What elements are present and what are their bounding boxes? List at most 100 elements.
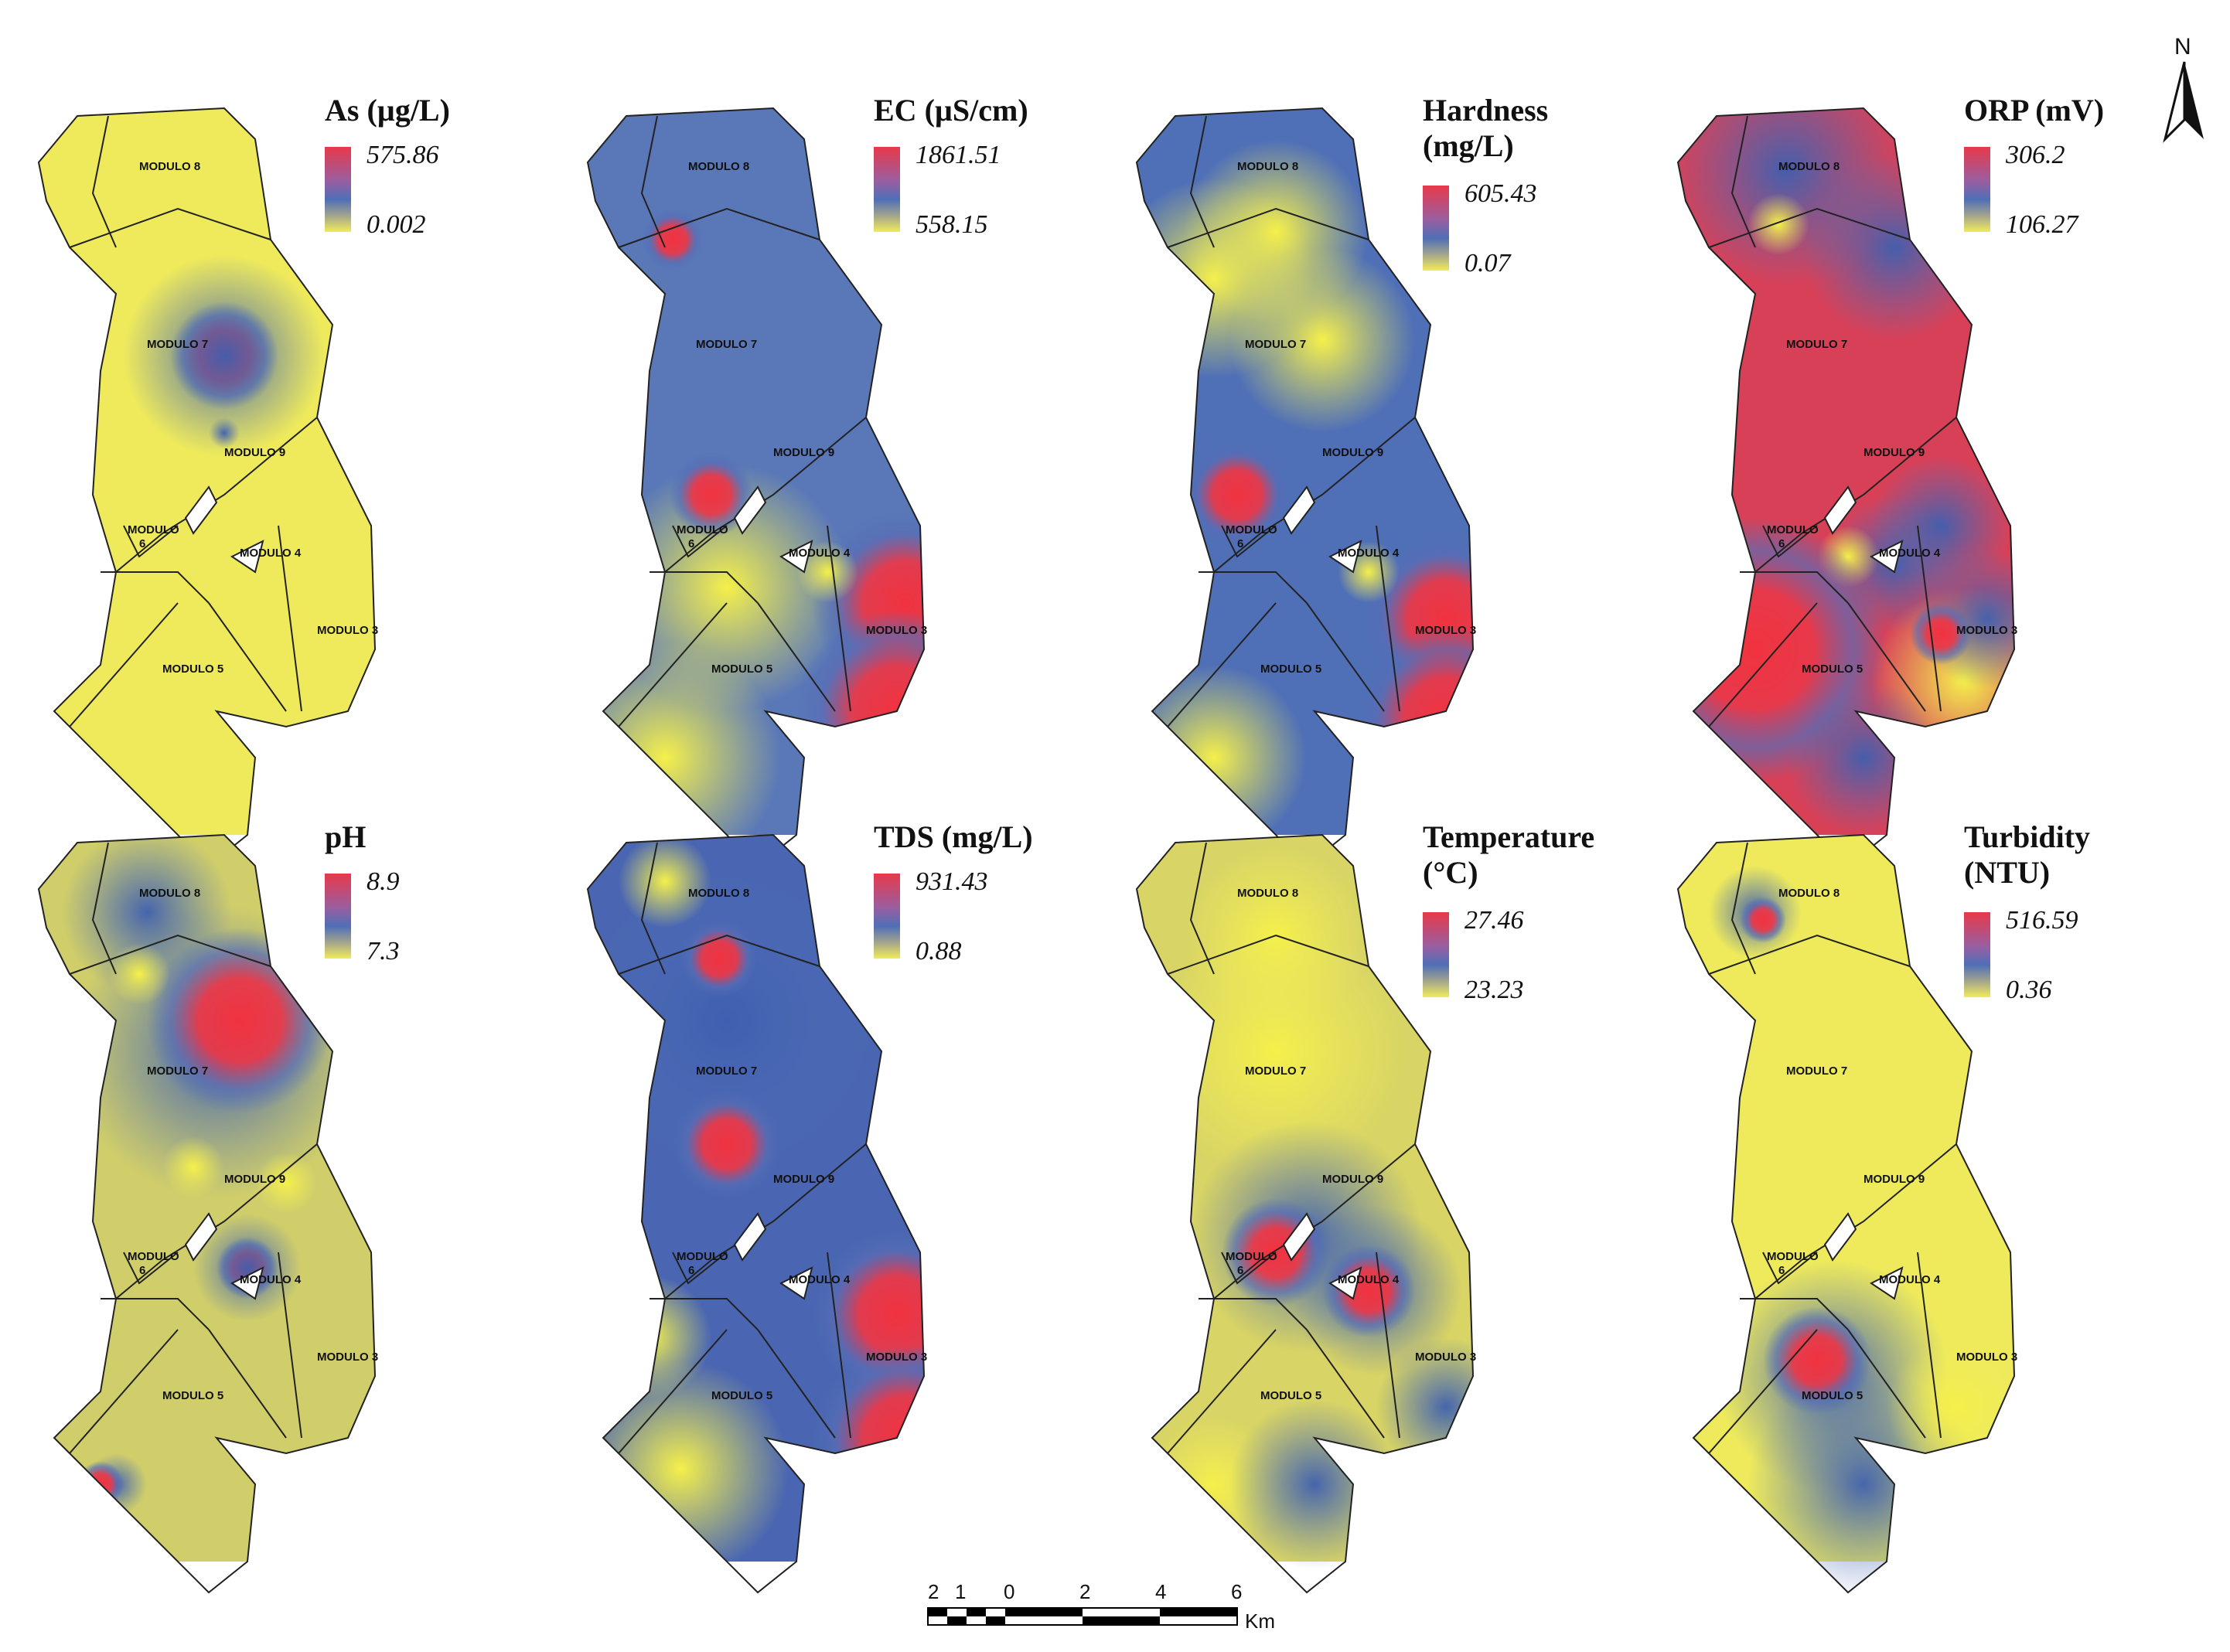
map-panel-turb: MODULO 8 MODULO 7 MODULO 9 MODULO 6 MODU… — [1662, 819, 2204, 1594]
legend-min-value: 558.15 — [916, 210, 988, 239]
module-label: MODULO 8 — [1237, 887, 1298, 900]
scale-unit: Km — [1245, 1609, 1275, 1633]
module-label: MODULO 4 — [240, 1273, 302, 1286]
module-label: MODULO 4 — [789, 547, 851, 560]
legend-min-value: 0.07 — [1465, 249, 1511, 278]
map-title: pH — [325, 819, 367, 854]
module-label: MODULO 9 — [773, 1173, 834, 1186]
map-panel-temp: MODULO 8 MODULO 7 MODULO 9 MODULO 6 MODU… — [1121, 819, 1662, 1594]
legend-gradient-bar — [1964, 912, 1990, 997]
module-label: MODULO 9 — [1863, 446, 1925, 459]
module-label: MODULO 4 — [789, 1273, 851, 1286]
module-label: MODULO 8 — [1778, 160, 1840, 173]
legend-max-value: 306.2 — [2006, 141, 2065, 169]
module-label: MODULO 7 — [147, 1064, 208, 1078]
interpolation-map: MODULO 8 MODULO 7 MODULO 9 MODULO 6 MODU… — [586, 833, 927, 1594]
module-label: MODULO 3 — [1956, 624, 2017, 637]
module-label: MODULO 5 — [1260, 1389, 1321, 1402]
legend-min-value: 0.002 — [367, 210, 426, 239]
module-label: 6 — [139, 1264, 145, 1277]
module-label: MODULO — [1226, 523, 1277, 536]
module-label: MODULO 7 — [696, 338, 757, 351]
module-label: MODULO 8 — [688, 887, 749, 900]
module-label: MODULO 7 — [147, 338, 208, 351]
module-label: MODULO 9 — [1322, 1173, 1383, 1186]
module-label: MODULO 8 — [1237, 160, 1298, 173]
module-label: 6 — [1237, 1264, 1243, 1277]
module-label: MODULO 9 — [224, 1173, 285, 1186]
legend-min-value: 0.36 — [2006, 976, 2052, 1004]
module-label: MODULO 4 — [240, 547, 302, 560]
module-label: MODULO 3 — [866, 624, 927, 637]
scale-tick-label: 2 — [1079, 1580, 1090, 1603]
legend-gradient-bar — [1423, 186, 1449, 271]
module-label: MODULO 3 — [1415, 1351, 1476, 1364]
module-label: MODULO 9 — [1322, 446, 1383, 459]
module-label: MODULO 5 — [1260, 663, 1321, 676]
module-label: MODULO 4 — [1879, 1273, 1941, 1286]
scale-tick-label: 6 — [1231, 1580, 1242, 1603]
module-label: 6 — [139, 537, 145, 550]
module-label: MODULO 7 — [1245, 1064, 1306, 1078]
map-panel-hardness: MODULO 8 MODULO 7 MODULO 9 MODULO 6 MODU… — [1121, 93, 1662, 867]
module-label: MODULO 3 — [317, 624, 378, 637]
scale-tick-label: 4 — [1155, 1580, 1166, 1603]
color-legend: 306.2 106.27 — [1964, 141, 2196, 239]
map-title: TDS (mg/L) — [874, 819, 1033, 854]
module-label: MODULO 4 — [1338, 547, 1400, 560]
map-title: ORP (mV) — [1964, 93, 2105, 128]
interpolation-map: MODULO 8 MODULO 7 MODULO 9 MODULO 6 MODU… — [1135, 833, 1476, 1594]
legend-max-value: 516.59 — [2006, 906, 2078, 935]
module-label: MODULO — [128, 523, 179, 536]
legend-gradient-bar — [1964, 147, 1990, 232]
module-label: MODULO 8 — [139, 887, 200, 900]
color-legend: 605.43 0.07 — [1423, 179, 1655, 278]
legend-max-value: 931.43 — [916, 867, 988, 896]
interpolation-map: MODULO 8 MODULO 7 MODULO 9 MODULO 6 MODU… — [1135, 107, 1476, 867]
module-label: MODULO 3 — [1956, 1351, 2017, 1364]
module-label: MODULO 7 — [1786, 1064, 1847, 1078]
interpolation-map: MODULO 8 MODULO 7 MODULO 9 MODULO 6 MODU… — [586, 107, 927, 867]
module-label: MODULO 5 — [711, 1389, 772, 1402]
module-label: MODULO 7 — [1786, 338, 1847, 351]
map-title: Hardness (mg/L) — [1423, 93, 1549, 163]
module-label: 6 — [1237, 537, 1243, 550]
north-arrow: N — [2157, 31, 2211, 147]
module-label: MODULO — [1767, 523, 1819, 536]
legend-min-value: 0.88 — [916, 937, 962, 966]
module-label: MODULO 9 — [1863, 1173, 1925, 1186]
map-title: As (µg/L) — [325, 93, 450, 128]
module-label: MODULO 5 — [1802, 663, 1863, 676]
map-panel-ph: MODULO 8 MODULO 7 MODULO 9 MODULO 6 MODU… — [23, 819, 564, 1594]
map-panel-ec: MODULO 8 MODULO 7 MODULO 9 MODULO 6 MODU… — [572, 93, 1113, 867]
module-label: MODULO 5 — [711, 663, 772, 676]
scale-tick-label: 1 — [955, 1580, 966, 1603]
scale-bar: 2 1 0 2 4 6 Km — [920, 1577, 1322, 1639]
legend-min-value: 7.3 — [367, 937, 400, 966]
module-label: MODULO 8 — [688, 160, 749, 173]
legend-min-value: 106.27 — [2006, 210, 2078, 239]
legend-gradient-bar — [874, 147, 900, 232]
legend-min-value: 23.23 — [1465, 976, 1524, 1004]
color-legend: 8.9 7.3 — [325, 867, 557, 966]
module-label: MODULO 4 — [1879, 547, 1941, 560]
interpolation-map: MODULO 8 MODULO 7 MODULO 9 MODULO 6 MODU… — [1676, 833, 2017, 1594]
legend-max-value: 27.46 — [1465, 906, 1524, 935]
legend-max-value: 605.43 — [1465, 179, 1537, 208]
module-label: MODULO 3 — [1415, 624, 1476, 637]
module-label: MODULO 3 — [317, 1351, 378, 1364]
module-label: MODULO 9 — [773, 446, 834, 459]
module-label: MODULO 5 — [1802, 1389, 1863, 1402]
interpolation-map: MODULO 8 MODULO 7 MODULO 9 MODULO 6 MODU… — [37, 833, 378, 1594]
module-label: MODULO 7 — [1245, 338, 1306, 351]
module-label: MODULO 3 — [866, 1351, 927, 1364]
interpolation-map: MODULO 8 MODULO 7 MODULO 9 MODULO 6 MODU… — [1676, 107, 2017, 867]
module-label: MODULO 7 — [696, 1064, 757, 1078]
module-label: 6 — [1778, 1264, 1785, 1277]
legend-gradient-bar — [874, 874, 900, 959]
module-label: MODULO — [1226, 1250, 1277, 1263]
module-label: MODULO — [677, 523, 728, 536]
legend-gradient-bar — [325, 147, 351, 232]
scale-tick-label: 0 — [1004, 1580, 1014, 1603]
module-label: MODULO — [677, 1250, 728, 1263]
